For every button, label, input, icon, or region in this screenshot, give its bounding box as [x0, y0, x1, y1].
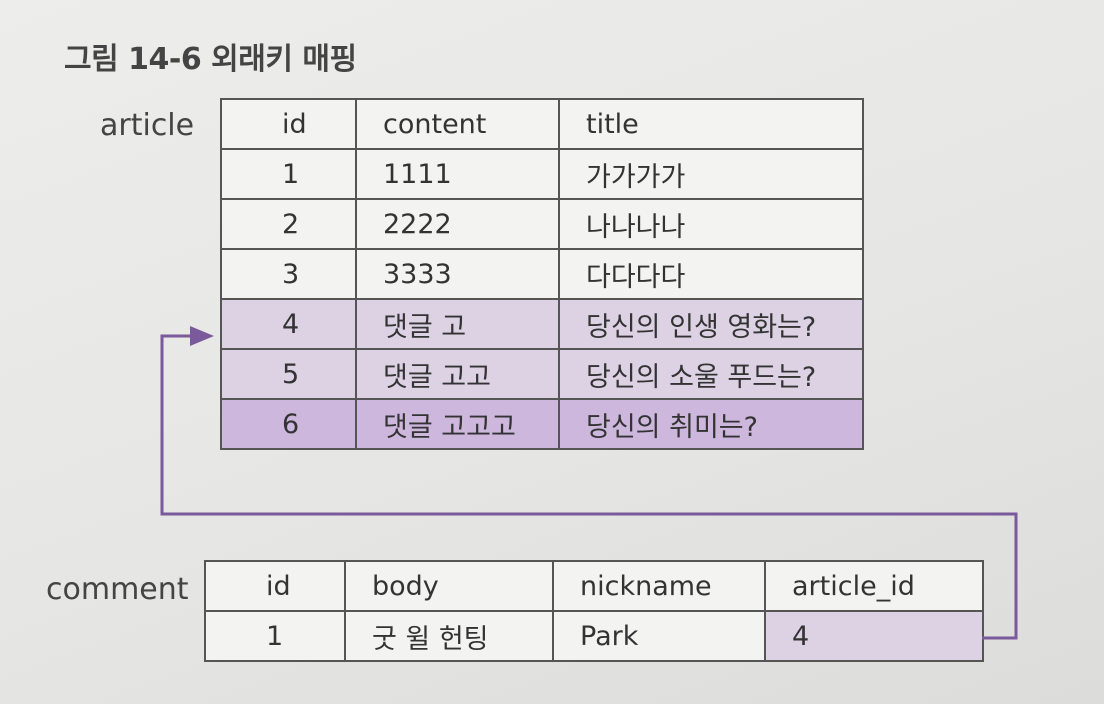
article-header-title: title — [558, 98, 864, 150]
article-cell-id: 1 — [220, 148, 357, 200]
comment-header-nickname: nickname — [552, 560, 766, 612]
article-cell-content: 2222 — [355, 198, 560, 250]
article-cell-title: 당신의 소울 푸드는? — [558, 348, 864, 400]
article-row: 3 3333 다다다다 — [220, 248, 864, 300]
article-row: 2 2222 나나나나 — [220, 198, 864, 250]
comment-row: 1 굿 윌 헌팅 Park 4 — [204, 610, 984, 662]
article-cell-id: 6 — [220, 398, 357, 450]
comment-header-row: id body nickname article_id — [204, 560, 984, 612]
article-cell-title: 당신의 인생 영화는? — [558, 298, 864, 350]
article-row-highlighted: 6 댓글 고고고 당신의 취미는? — [220, 398, 864, 450]
comment-header-body: body — [344, 560, 554, 612]
article-cell-content: 댓글 고고 — [355, 348, 560, 400]
article-cell-title: 가가가가 — [558, 148, 864, 200]
article-row-highlighted: 4 댓글 고 당신의 인생 영화는? — [220, 298, 864, 350]
article-cell-content: 댓글 고 — [355, 298, 560, 350]
comment-header-article-id: article_id — [764, 560, 984, 612]
comment-cell-id: 1 — [204, 610, 346, 662]
article-cell-content: 3333 — [355, 248, 560, 300]
article-cell-content: 댓글 고고고 — [355, 398, 560, 450]
comment-table-label: comment — [46, 572, 189, 607]
article-header-row: id content title — [220, 98, 864, 150]
article-header-id: id — [220, 98, 357, 150]
figure-title: 그림 14-6 외래키 매핑 — [64, 42, 357, 77]
article-cell-id: 2 — [220, 198, 357, 250]
article-cell-title: 다다다다 — [558, 248, 864, 300]
article-cell-id: 3 — [220, 248, 357, 300]
article-header-content: content — [355, 98, 560, 150]
article-row: 1 1111 가가가가 — [220, 148, 864, 200]
comment-cell-nickname: Park — [552, 610, 766, 662]
article-cell-title: 나나나나 — [558, 198, 864, 250]
article-table-label: article — [100, 108, 195, 143]
article-cell-id: 5 — [220, 348, 357, 400]
article-cell-id: 4 — [220, 298, 357, 350]
article-cell-title: 당신의 취미는? — [558, 398, 864, 450]
comment-cell-body: 굿 윌 헌팅 — [344, 610, 554, 662]
comment-table: id body nickname article_id 1 굿 윌 헌팅 Par… — [204, 560, 984, 662]
comment-cell-article-id: 4 — [764, 610, 984, 662]
article-row-highlighted: 5 댓글 고고 당신의 소울 푸드는? — [220, 348, 864, 400]
article-cell-content: 1111 — [355, 148, 560, 200]
comment-header-id: id — [204, 560, 346, 612]
article-table: id content title 1 1111 가가가가 2 2222 나나나나… — [220, 98, 864, 450]
